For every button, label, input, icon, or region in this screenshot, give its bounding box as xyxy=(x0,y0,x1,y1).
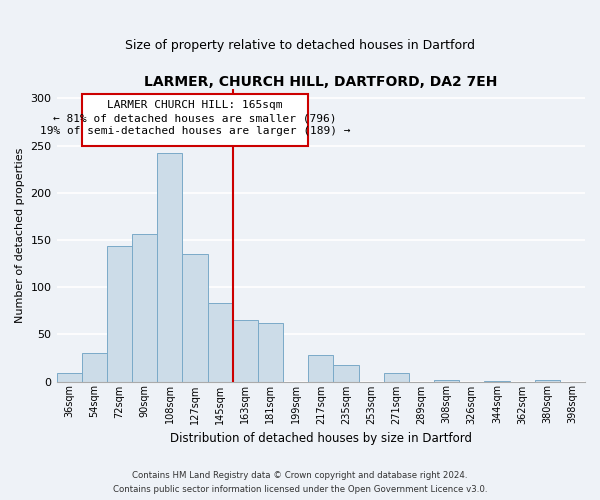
FancyBboxPatch shape xyxy=(82,94,308,146)
Bar xyxy=(258,323,283,382)
Bar xyxy=(208,303,233,382)
Bar xyxy=(82,353,107,382)
Bar xyxy=(157,153,182,382)
Bar xyxy=(132,234,157,382)
Bar xyxy=(233,320,258,382)
Text: Size of property relative to detached houses in Dartford: Size of property relative to detached ho… xyxy=(125,40,475,52)
Text: ← 81% of detached houses are smaller (796): ← 81% of detached houses are smaller (79… xyxy=(53,114,337,124)
Text: 19% of semi-detached houses are larger (189) →: 19% of semi-detached houses are larger (… xyxy=(40,126,350,136)
Bar xyxy=(484,380,509,382)
Bar xyxy=(182,254,208,382)
Title: LARMER, CHURCH HILL, DARTFORD, DA2 7EH: LARMER, CHURCH HILL, DARTFORD, DA2 7EH xyxy=(144,75,497,89)
Bar xyxy=(56,373,82,382)
Y-axis label: Number of detached properties: Number of detached properties xyxy=(15,148,25,323)
Text: Contains HM Land Registry data © Crown copyright and database right 2024.
Contai: Contains HM Land Registry data © Crown c… xyxy=(113,470,487,494)
X-axis label: Distribution of detached houses by size in Dartford: Distribution of detached houses by size … xyxy=(170,432,472,445)
Text: LARMER CHURCH HILL: 165sqm: LARMER CHURCH HILL: 165sqm xyxy=(107,100,283,110)
Bar xyxy=(107,246,132,382)
Bar xyxy=(383,373,409,382)
Bar xyxy=(434,380,459,382)
Bar xyxy=(308,355,334,382)
Bar xyxy=(334,364,359,382)
Bar xyxy=(535,380,560,382)
